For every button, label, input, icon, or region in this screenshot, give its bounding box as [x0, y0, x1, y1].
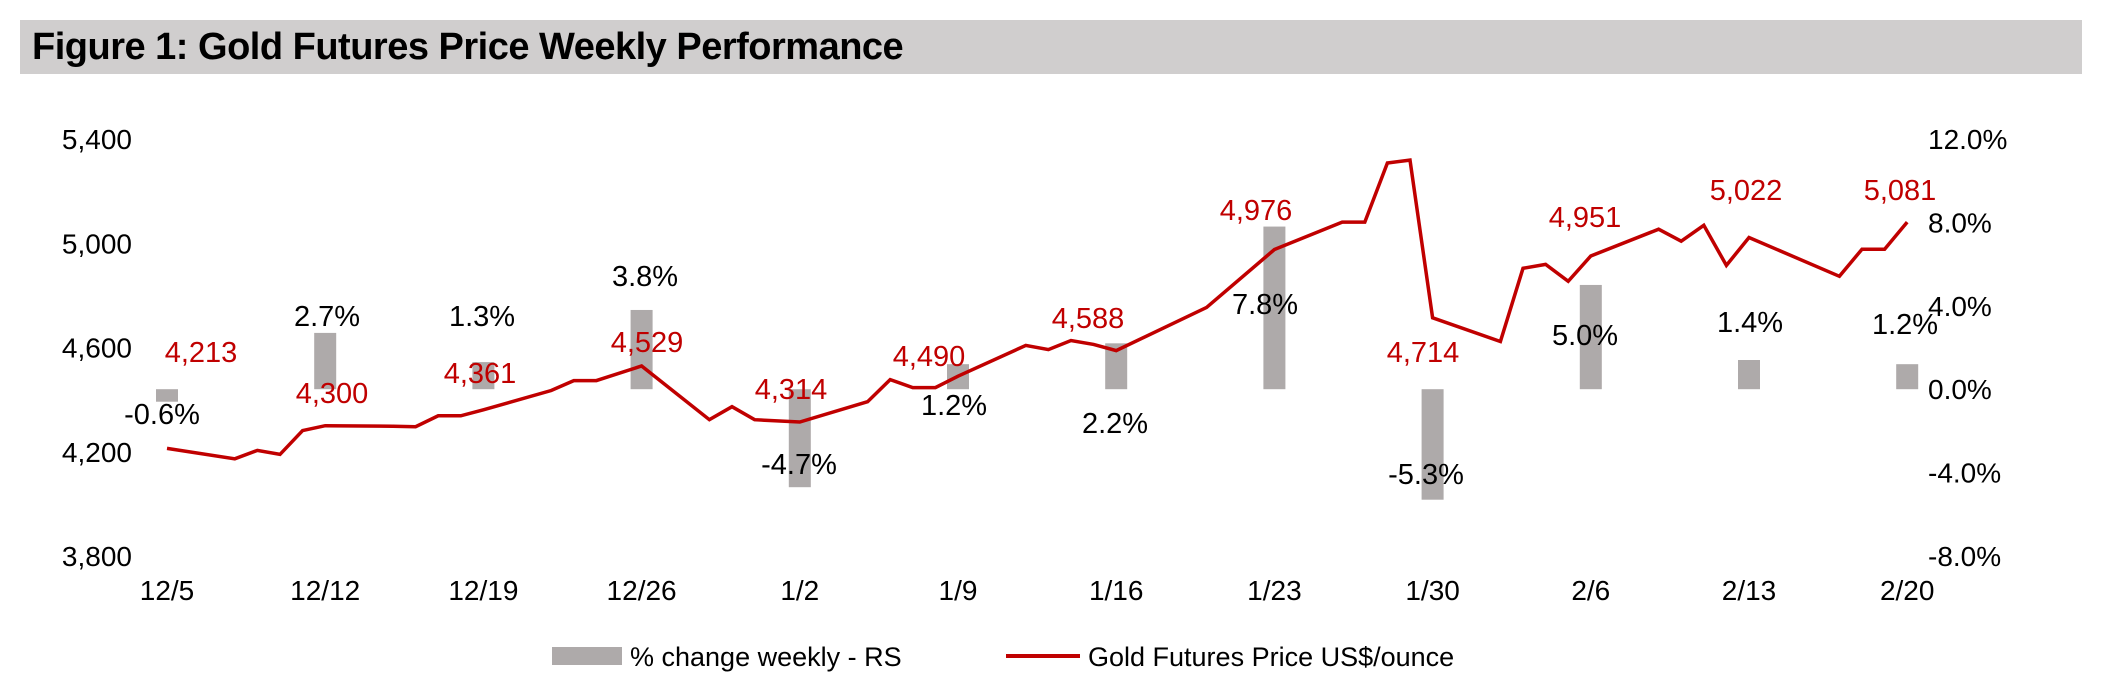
- percent-data-label: 2.7%: [294, 301, 360, 333]
- x-axis-tick-label: 12/12: [290, 575, 360, 606]
- price-data-label: 4,490: [893, 341, 966, 373]
- right-axis-tick-label: 0.0%: [1928, 374, 1992, 405]
- left-axis-tick-label: 5,400: [62, 124, 132, 155]
- legend-line-label: Gold Futures Price US$/ounce: [1088, 642, 1454, 672]
- x-axis-tick-label: 12/5: [140, 575, 195, 606]
- price-data-label: 5,081: [1864, 175, 1937, 207]
- left-axis-tick-label: 4,200: [62, 437, 132, 468]
- price-data-label: 4,529: [611, 327, 684, 359]
- price-data-label: 5,022: [1710, 175, 1783, 207]
- bar-weekly-change: [1421, 389, 1444, 500]
- price-data-label: 4,213: [165, 337, 238, 369]
- price-data-label: 4,976: [1220, 195, 1293, 227]
- x-axis-tick-label: 12/19: [448, 575, 518, 606]
- x-axis-tick-label: 2/20: [1880, 575, 1935, 606]
- x-axis-tick-label: 1/9: [939, 575, 978, 606]
- x-axis-tick-label: 1/2: [780, 575, 819, 606]
- price-data-label: 4,300: [296, 378, 369, 410]
- percent-data-label: -4.7%: [761, 449, 837, 481]
- price-data-label: 4,951: [1549, 202, 1622, 234]
- x-axis-tick-label: 1/30: [1405, 575, 1460, 606]
- left-axis-tick-label: 5,000: [62, 228, 132, 259]
- legend: % change weekly - RS Gold Futures Price U…: [552, 642, 1454, 672]
- percent-data-label: 7.8%: [1232, 289, 1298, 321]
- percent-data-label: 2.2%: [1082, 408, 1148, 440]
- percent-data-label: 3.8%: [612, 261, 678, 293]
- x-axis-tick-label: 2/6: [1571, 575, 1610, 606]
- percent-data-label: -0.6%: [124, 399, 200, 431]
- bar-weekly-change: [472, 362, 495, 390]
- title-bar: Figure 1: Gold Futures Price Weekly Perf…: [20, 20, 2082, 74]
- x-axis-tick-label: 1/23: [1247, 575, 1302, 606]
- percent-data-label: 1.2%: [1872, 309, 1938, 341]
- left-axis-tick-label: 4,600: [62, 333, 132, 364]
- bar-weekly-change: [156, 389, 178, 402]
- bar-weekly-change: [788, 389, 811, 488]
- price-data-label: 4,714: [1387, 337, 1460, 369]
- bar-weekly-change: [1738, 360, 1760, 390]
- legend-bar-label: % change weekly - RS: [630, 642, 902, 672]
- right-axis-tick-label: -4.0%: [1928, 458, 2001, 489]
- legend-bar-swatch: [552, 647, 622, 665]
- price-data-label: 4,314: [755, 374, 828, 406]
- percent-data-label: 1.4%: [1717, 307, 1783, 339]
- right-axis-tick-label: 12.0%: [1928, 124, 2007, 155]
- right-axis-tick-label: 4.0%: [1928, 291, 1992, 322]
- percent-data-label: 1.3%: [449, 301, 515, 333]
- x-axis-tick-label: 2/13: [1722, 575, 1777, 606]
- x-axis-tick-label: 1/16: [1089, 575, 1144, 606]
- bar-weekly-change: [1579, 284, 1602, 390]
- percent-data-label: 5.0%: [1552, 320, 1618, 352]
- right-axis-tick-label: 8.0%: [1928, 207, 1992, 238]
- bar-weekly-change: [1263, 226, 1286, 390]
- right-axis-tick-label: -8.0%: [1928, 541, 2001, 572]
- bar-weekly-change: [1105, 343, 1128, 390]
- price-data-label: 4,361: [444, 358, 517, 390]
- x-axis-tick-label: 12/26: [607, 575, 677, 606]
- percent-data-label: 1.2%: [921, 390, 987, 422]
- bar-weekly-change: [314, 332, 337, 390]
- left-axis-tick-label: 3,800: [62, 541, 132, 572]
- bar-weekly-change: [1896, 364, 1919, 390]
- percent-data-label: -5.3%: [1388, 459, 1464, 491]
- price-data-label: 4,588: [1052, 303, 1125, 335]
- gold-price-line: [166, 158, 1909, 461]
- chart-title: Figure 1: Gold Futures Price Weekly Perf…: [32, 26, 904, 68]
